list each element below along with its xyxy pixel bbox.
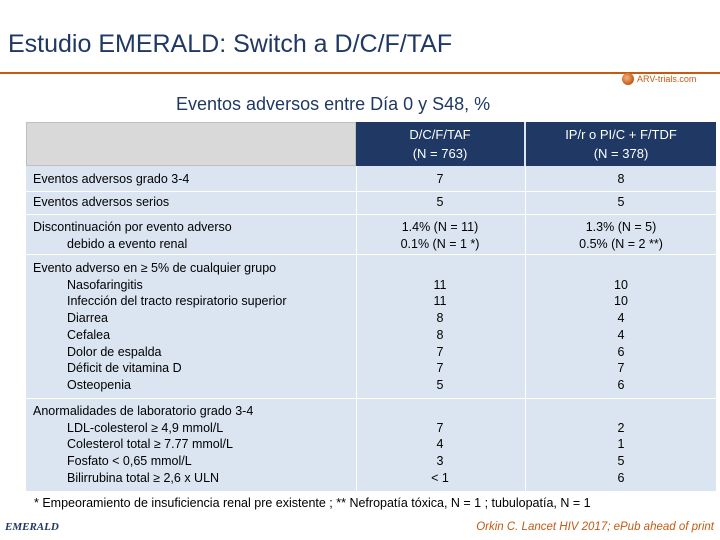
- cell-comparator: 5: [617, 195, 625, 209]
- row-divider: [26, 191, 716, 192]
- column-name: IP/r o PI/C + F/TDF: [565, 127, 677, 142]
- column-n: (N = 378): [593, 146, 649, 161]
- cell-comparator: 8: [617, 172, 625, 186]
- row-label-lab-abnormalities: Anormalidades de laboratorio grado 3-4 L…: [33, 404, 254, 485]
- row-divider: [26, 214, 716, 215]
- cell-dcftaf: 5: [436, 195, 444, 209]
- column-header-comparator: IP/r o PI/C + F/TDF (N = 378): [526, 122, 716, 166]
- column-divider: [356, 166, 357, 491]
- table-corner-cell: [26, 122, 356, 166]
- adverse-events-table: [26, 122, 716, 491]
- cell-dcftaf: 7: [436, 172, 444, 186]
- footnote: * Empeoramiento de insuficiencia renal p…: [34, 496, 591, 510]
- reference-link[interactable]: Orkin C. Lancet HIV 2017; ePub ahead of …: [476, 521, 714, 533]
- cell-dcftaf: 1.4% (N = 11) 0.1% (N = 1 *): [400, 220, 480, 251]
- row-divider: [26, 254, 716, 255]
- arv-trials-logo: ARV-trials.com: [622, 70, 714, 88]
- study-tag: EMERALD: [5, 521, 59, 533]
- logo-text: ARV-trials.com: [637, 74, 697, 84]
- row-divider: [26, 398, 716, 399]
- cell-comparator: 1.3% (N = 5) 0.5% (N = 2 **): [579, 220, 663, 251]
- column-divider: [525, 166, 526, 491]
- title-divider: [0, 72, 720, 74]
- slide-title: Estudio EMERALD: Switch a D/C/F/TAF: [8, 30, 453, 58]
- column-n: (N = 763): [412, 146, 468, 161]
- table-title: Eventos adversos entre Día 0 y S48, %: [176, 94, 491, 114]
- column-name: D/C/F/TAF: [409, 127, 471, 142]
- column-header-dcftaf: D/C/F/TAF (N = 763): [356, 122, 524, 166]
- row-label-grade-3-4: Eventos adversos grado 3-4: [33, 172, 190, 186]
- logo-icon: [622, 73, 634, 85]
- row-label-common-events: Evento adverso en ≥ 5% de cualquier grup…: [33, 261, 287, 392]
- row-label-renal-discontinuation: Discontinuación por evento adverso debid…: [33, 220, 232, 251]
- row-label-serious: Eventos adversos serios: [33, 195, 170, 209]
